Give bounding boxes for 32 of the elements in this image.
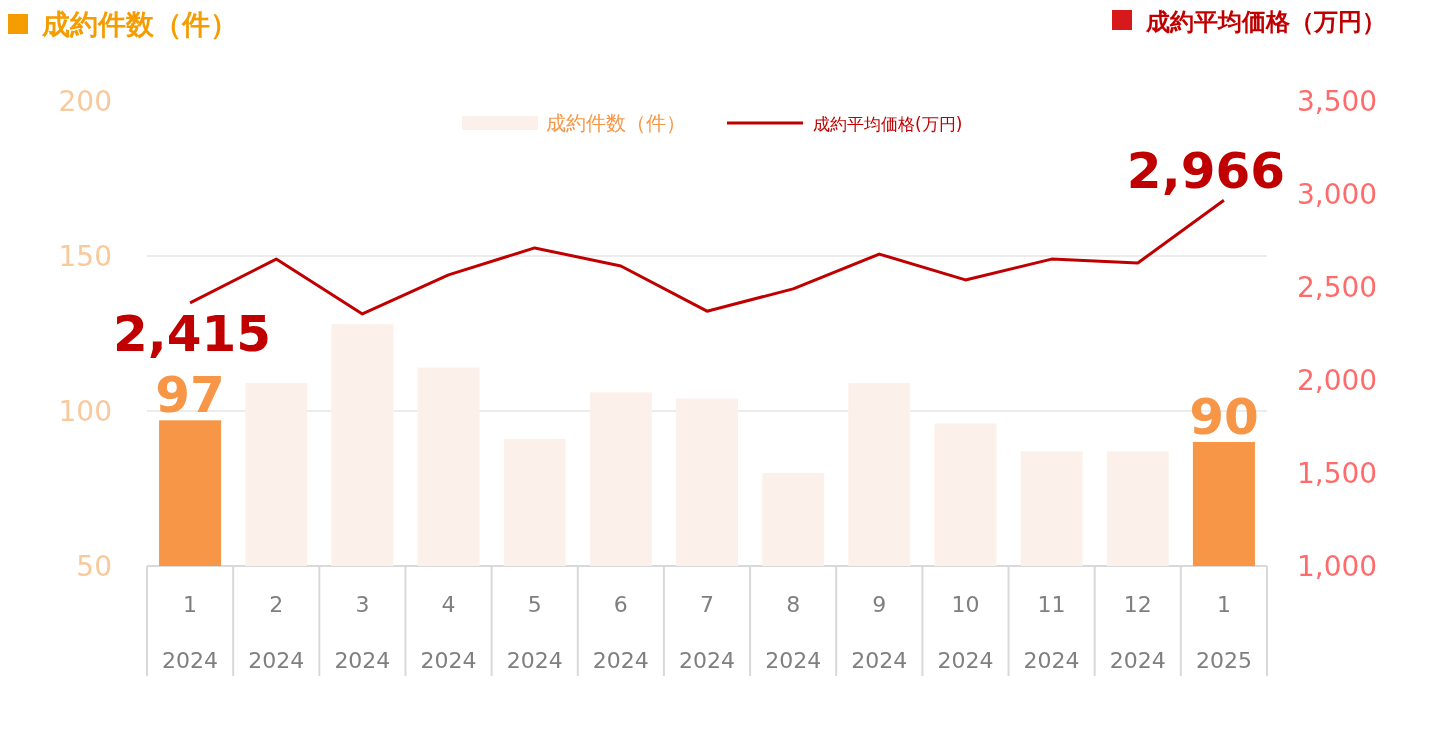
category-label: 9 2024 bbox=[851, 592, 908, 673]
data-label: 97 bbox=[155, 366, 225, 425]
y2-tick-label: 2,000 bbox=[1297, 364, 1378, 397]
category-label: 8 2024 bbox=[765, 592, 822, 673]
y2-axis-title: 成約平均価格（万円） bbox=[1145, 8, 1386, 36]
y2-tick-label: 1,000 bbox=[1297, 550, 1378, 583]
category-label: 6 2024 bbox=[592, 592, 649, 673]
y-tick-label: 200 bbox=[58, 85, 112, 118]
y-tick-label: 50 bbox=[76, 550, 112, 583]
category-label: 7 2024 bbox=[679, 592, 735, 673]
y-axis-title: 成約件数（件） bbox=[41, 8, 238, 41]
category-label: 1 2024 bbox=[162, 592, 219, 673]
category-label: 1 2025 bbox=[1195, 592, 1252, 673]
category-label: 2 2024 bbox=[248, 592, 305, 673]
category-label: 10 2024 bbox=[937, 592, 994, 673]
y2-tick-label: 2,500 bbox=[1297, 271, 1378, 304]
legend-label: 成約平均価格(万円) bbox=[813, 114, 963, 134]
category-label: 12 2024 bbox=[1109, 592, 1166, 673]
data-label: 90 bbox=[1189, 388, 1259, 446]
data-label: 2,966 bbox=[1126, 142, 1285, 201]
y2-tick-label: 1,500 bbox=[1297, 457, 1378, 490]
y2-tick-label: 3,000 bbox=[1297, 178, 1378, 211]
line-series bbox=[188, 198, 1226, 316]
category-label: 11 2024 bbox=[1023, 592, 1080, 673]
data-label: 2,415 bbox=[113, 304, 272, 363]
legend-label: 成約件数（件） bbox=[546, 111, 686, 135]
category-label: 5 2024 bbox=[506, 592, 563, 673]
y-tick-label: 100 bbox=[58, 395, 112, 428]
category-label: 4 2024 bbox=[420, 592, 477, 673]
y2-tick-label: 3,500 bbox=[1297, 85, 1378, 118]
y-tick-label: 150 bbox=[58, 240, 112, 273]
category-label: 3 2024 bbox=[334, 592, 391, 673]
